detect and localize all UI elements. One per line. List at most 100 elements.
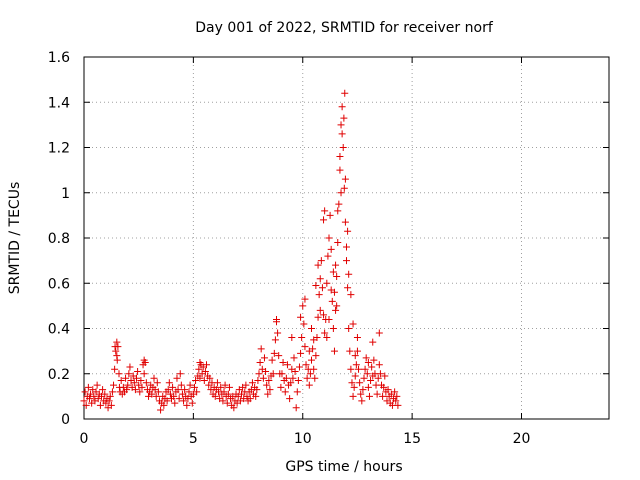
data-point xyxy=(192,377,200,385)
data-point xyxy=(295,363,303,371)
data-point xyxy=(311,374,319,382)
data-point xyxy=(320,216,328,224)
y-tick-label: 1.4 xyxy=(48,95,70,111)
data-point xyxy=(357,390,365,398)
data-point xyxy=(186,381,194,389)
y-axis-label: SRMTID / TECUs xyxy=(7,182,23,295)
data-point xyxy=(110,381,118,389)
data-point xyxy=(361,365,369,373)
data-point xyxy=(173,374,181,382)
data-point xyxy=(183,401,191,409)
data-point xyxy=(185,388,193,396)
data-point xyxy=(171,399,179,407)
data-point xyxy=(327,245,335,253)
data-point xyxy=(262,367,270,375)
data-point xyxy=(364,383,372,391)
data-point xyxy=(289,374,297,382)
data-point xyxy=(291,367,299,375)
data-point xyxy=(368,363,376,371)
y-tick-label: 0.6 xyxy=(48,276,70,292)
data-point xyxy=(310,365,318,373)
data-point xyxy=(344,227,352,235)
data-point xyxy=(201,367,209,375)
data-point xyxy=(117,377,125,385)
data-point xyxy=(306,370,314,378)
data-point xyxy=(302,361,310,369)
data-point xyxy=(375,329,383,337)
data-point xyxy=(170,392,178,400)
data-point xyxy=(351,352,359,360)
data-point xyxy=(316,306,324,314)
data-point xyxy=(333,302,341,310)
data-point xyxy=(174,386,182,394)
data-point xyxy=(180,397,188,405)
data-point xyxy=(220,388,228,396)
data-point xyxy=(275,352,283,360)
data-point xyxy=(300,320,308,328)
data-point xyxy=(301,343,309,351)
data-point xyxy=(101,390,109,398)
data-point xyxy=(334,239,342,247)
data-point xyxy=(131,386,139,394)
data-point xyxy=(268,356,276,364)
data-point xyxy=(303,374,311,382)
data-point xyxy=(148,390,156,398)
data-point xyxy=(336,153,344,161)
data-point xyxy=(126,363,134,371)
grid xyxy=(84,57,609,419)
data-point xyxy=(351,372,359,380)
data-point xyxy=(348,379,356,387)
data-point xyxy=(266,386,274,394)
data-point xyxy=(246,395,254,403)
data-point xyxy=(324,252,332,260)
data-point xyxy=(358,397,366,405)
data-point xyxy=(111,343,119,351)
axis-ticks xyxy=(83,56,609,420)
data-point xyxy=(343,257,350,265)
data-point xyxy=(336,166,344,174)
data-point xyxy=(130,379,138,387)
data-point xyxy=(298,334,306,342)
data-point xyxy=(341,218,349,226)
data-point xyxy=(332,306,340,314)
data-point xyxy=(283,361,291,369)
data-point xyxy=(223,399,231,407)
data-point xyxy=(330,288,338,296)
data-point xyxy=(81,388,89,396)
data-point xyxy=(93,381,101,389)
data-point xyxy=(297,349,305,357)
data-point xyxy=(329,325,337,332)
data-point xyxy=(265,377,273,385)
data-point xyxy=(242,381,250,389)
data-point xyxy=(96,401,104,409)
data-point xyxy=(375,361,383,369)
data-point xyxy=(301,295,309,303)
data-point xyxy=(293,388,301,396)
data-point xyxy=(279,358,287,366)
data-point xyxy=(379,392,387,400)
data-point xyxy=(217,383,225,391)
data-point xyxy=(196,358,204,366)
x-tick-label: 0 xyxy=(80,431,89,447)
data-point xyxy=(122,374,130,382)
data-point xyxy=(292,404,300,412)
data-point xyxy=(326,211,334,219)
data-point xyxy=(308,356,315,364)
data-points xyxy=(80,89,402,414)
data-point xyxy=(312,352,320,360)
data-point xyxy=(181,386,189,394)
data-point xyxy=(315,291,323,299)
data-point xyxy=(317,257,325,265)
data-point xyxy=(369,338,377,346)
data-point xyxy=(154,388,162,396)
data-point xyxy=(221,381,229,389)
data-point xyxy=(329,268,337,276)
data-point xyxy=(340,114,348,122)
x-tick-label: 5 xyxy=(189,431,198,447)
data-point xyxy=(252,392,260,400)
data-point xyxy=(105,397,113,405)
data-point xyxy=(225,383,233,391)
x-axis-label: GPS time / hours xyxy=(285,459,402,475)
chart-title: Day 001 of 2022, SRMTID for receiver nor… xyxy=(195,20,494,36)
data-point xyxy=(367,377,375,385)
